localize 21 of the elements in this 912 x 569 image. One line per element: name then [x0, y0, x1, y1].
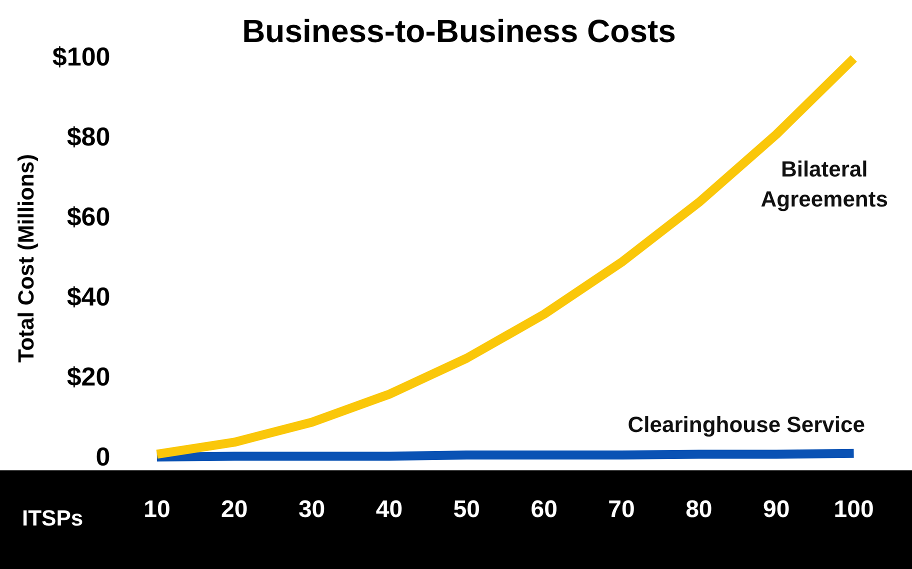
x-tick-label: 40 [376, 496, 403, 524]
y-tick-label: $80 [66, 122, 110, 152]
x-tick-label: 80 [686, 496, 712, 524]
y-axis-title: Total Cost (Millions) [13, 154, 38, 363]
x-tick-label: 30 [298, 496, 326, 524]
chart-title: Business-to-Business Costs [242, 13, 676, 50]
x-tick-label: 20 [221, 496, 248, 524]
y-tick-label: $20 [66, 361, 110, 392]
x-tick-label: 10 [144, 496, 170, 524]
y-tick-label: 0 [96, 441, 110, 472]
y-tick-label: $40 [66, 281, 110, 312]
x-tick-label: 60 [530, 496, 558, 524]
x-tick-label: 70 [608, 496, 635, 524]
y-tick-label: $100 [52, 42, 110, 72]
x-tick-label: 90 [763, 496, 790, 524]
series-label: Clearinghouse Service [628, 412, 865, 438]
y-tick-label: $60 [66, 201, 110, 232]
x-axis-title: ITSPs [22, 506, 84, 531]
x-tick-label: 100 [834, 496, 874, 524]
series-label: Bilateral Agreements [760, 156, 888, 212]
x-tick-label: 50 [453, 496, 480, 524]
